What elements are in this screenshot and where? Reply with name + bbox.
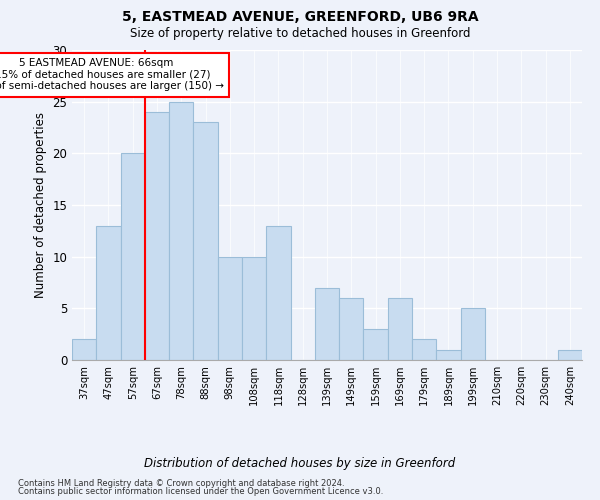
- Bar: [121, 154, 145, 360]
- Text: 5 EASTMEAD AVENUE: 66sqm
← 15% of detached houses are smaller (27)
83% of semi-d: 5 EASTMEAD AVENUE: 66sqm ← 15% of detach…: [0, 58, 224, 92]
- Text: Distribution of detached houses by size in Greenford: Distribution of detached houses by size …: [145, 457, 455, 470]
- Bar: [145, 112, 169, 360]
- Bar: [436, 350, 461, 360]
- Bar: [364, 329, 388, 360]
- Bar: [461, 308, 485, 360]
- Bar: [339, 298, 364, 360]
- Bar: [72, 340, 96, 360]
- Bar: [242, 256, 266, 360]
- Text: Contains HM Land Registry data © Crown copyright and database right 2024.: Contains HM Land Registry data © Crown c…: [18, 478, 344, 488]
- Bar: [266, 226, 290, 360]
- Text: Size of property relative to detached houses in Greenford: Size of property relative to detached ho…: [130, 28, 470, 40]
- Bar: [193, 122, 218, 360]
- Bar: [388, 298, 412, 360]
- Text: 5, EASTMEAD AVENUE, GREENFORD, UB6 9RA: 5, EASTMEAD AVENUE, GREENFORD, UB6 9RA: [122, 10, 478, 24]
- Bar: [169, 102, 193, 360]
- Bar: [96, 226, 121, 360]
- Bar: [218, 256, 242, 360]
- Text: Contains public sector information licensed under the Open Government Licence v3: Contains public sector information licen…: [18, 487, 383, 496]
- Y-axis label: Number of detached properties: Number of detached properties: [34, 112, 47, 298]
- Bar: [412, 340, 436, 360]
- Bar: [558, 350, 582, 360]
- Bar: [315, 288, 339, 360]
